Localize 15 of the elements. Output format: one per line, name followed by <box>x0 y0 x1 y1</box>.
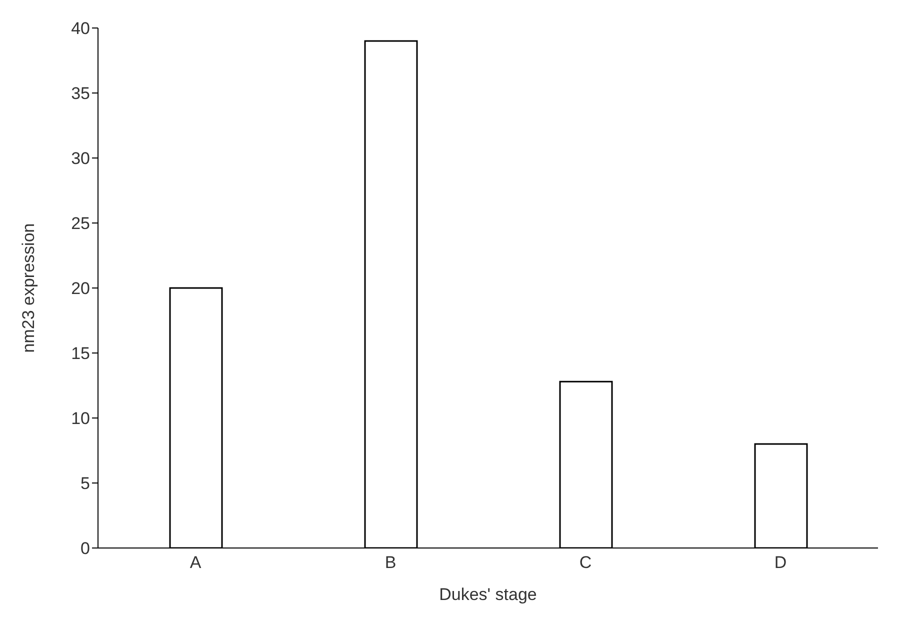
x-axis-title: Dukes' stage <box>439 585 537 604</box>
x-tick-label: C <box>579 553 592 572</box>
y-tick-label: 10 <box>71 409 90 428</box>
y-tick-label: 15 <box>71 344 90 364</box>
y-tick-label: 35 <box>71 84 90 104</box>
y-tick-label: 30 <box>71 149 90 168</box>
x-tick-label: B <box>384 553 396 572</box>
y-tick-label: 5 <box>80 474 90 494</box>
x-tick-label: D <box>774 553 787 572</box>
y-tick-label: 25 <box>71 214 90 234</box>
y-tick-label: 0 <box>80 539 90 558</box>
x-tick-label: A <box>190 553 202 572</box>
y-tick-label: 40 <box>71 19 90 38</box>
y-tick-label: 20 <box>71 279 90 298</box>
y-axis-title: nm23 expression <box>19 223 38 353</box>
